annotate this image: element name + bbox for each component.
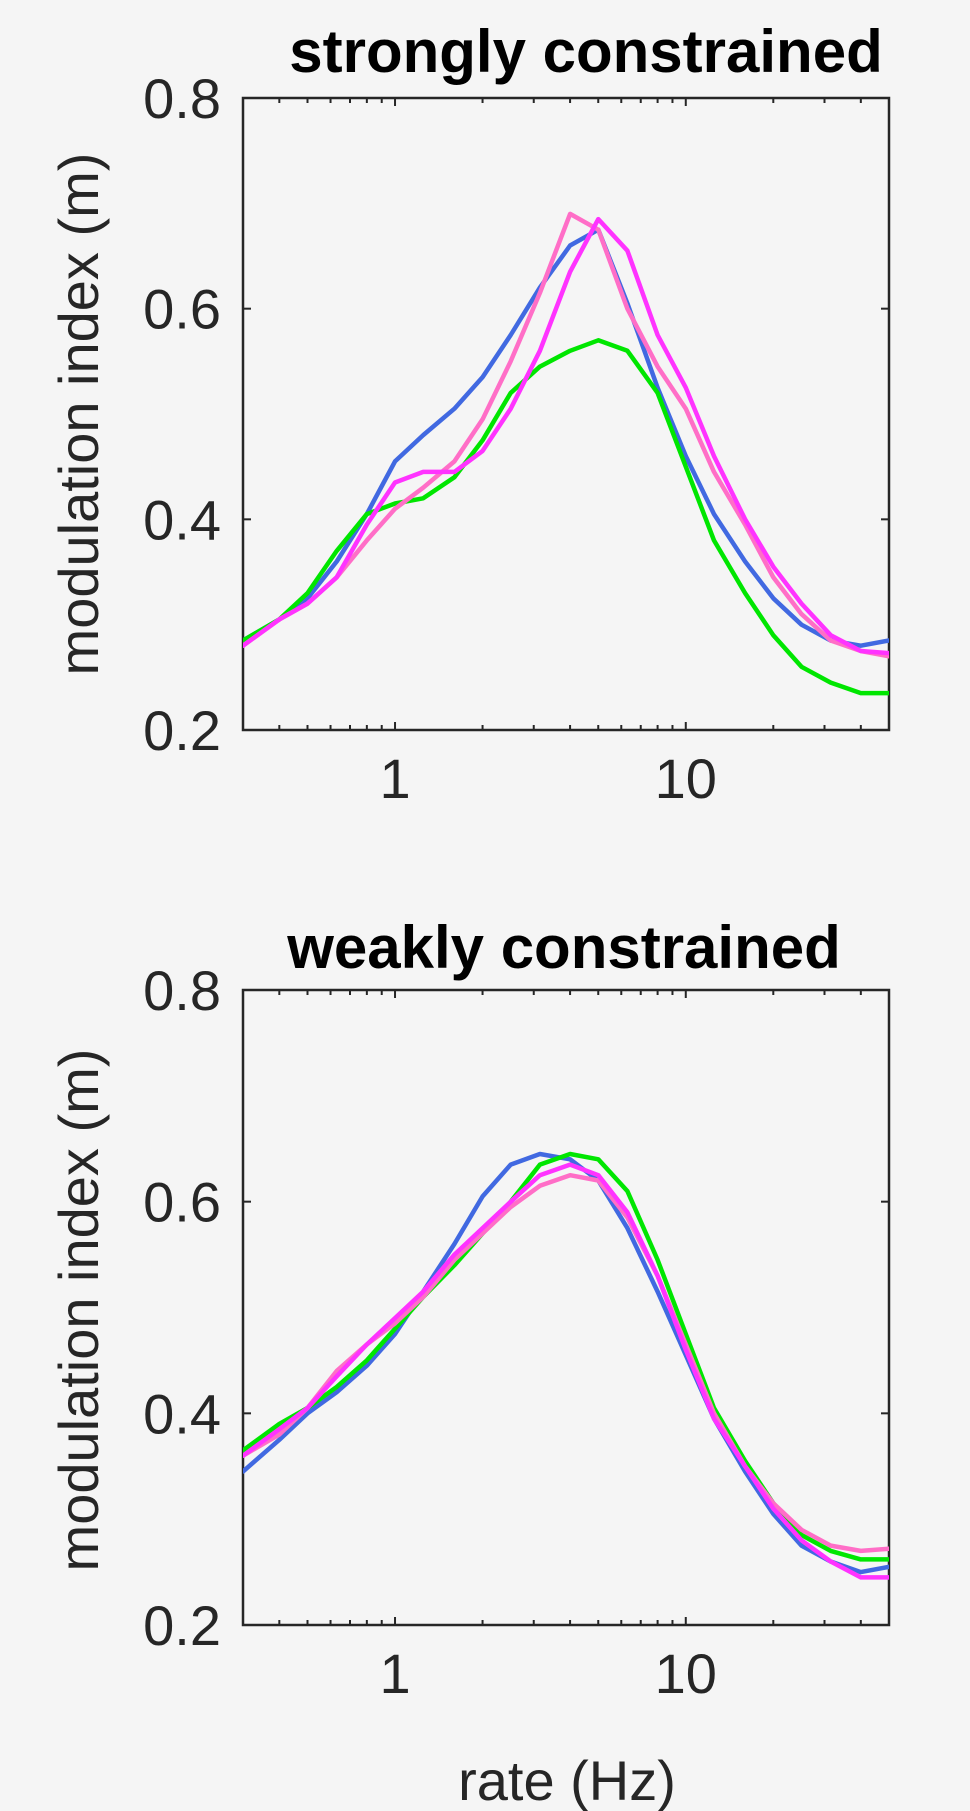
series-line-1 (243, 227, 889, 648)
y-tick-label: 0.8 (143, 959, 221, 1022)
x-tick-label: 10 (655, 1642, 717, 1705)
y-axis-label: modulation index (m) (47, 153, 110, 676)
y-axis-label: modulation index (m) (47, 1049, 110, 1572)
chart-title: weakly constrained (286, 914, 841, 981)
y-tick-label: 0.4 (143, 1382, 221, 1445)
series-line-2 (243, 338, 889, 696)
x-tick-label: 1 (379, 1642, 410, 1705)
x-tick-label: 1 (379, 747, 410, 810)
chart-panel-weakly-constrained: weakly constrained modulation index (m) … (47, 914, 891, 1811)
x-axis-label: rate (Hz) (458, 1749, 676, 1811)
chart-title: strongly constrained (289, 18, 882, 85)
series-line-3 (243, 1172, 889, 1554)
series-line-4 (243, 216, 889, 656)
series-line-4 (243, 1162, 889, 1580)
y-tick-label: 0.6 (143, 278, 221, 341)
x-tick-label: 10 (655, 747, 717, 810)
y-tick-label: 0.6 (143, 1171, 221, 1234)
y-tick-label: 0.2 (143, 1594, 221, 1657)
y-tick-label: 0.4 (143, 488, 221, 551)
plot-frame (241, 96, 891, 732)
series-line-1 (243, 1151, 889, 1575)
y-tick-label: 0.2 (143, 699, 221, 762)
chart-panel-strongly-constrained: strongly constrained modulation index (m… (47, 18, 891, 810)
series-line-3 (243, 211, 889, 659)
series-line-2 (243, 1151, 889, 1562)
plot-frame (241, 988, 891, 1627)
y-tick-label: 0.8 (143, 67, 221, 130)
